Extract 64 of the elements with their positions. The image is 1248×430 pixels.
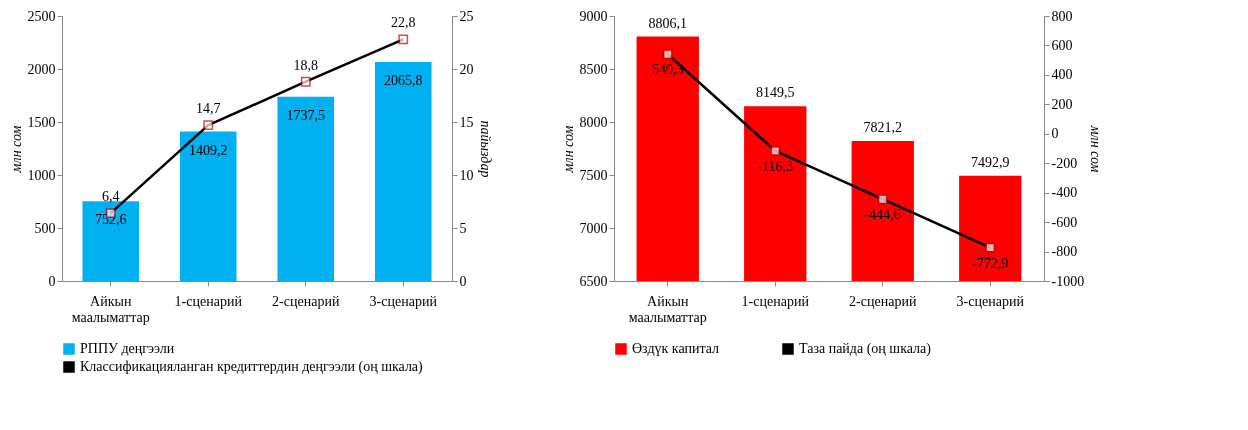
y2-tick-label: 200: [1051, 96, 1073, 112]
data-label: 18,8: [293, 57, 318, 73]
x-tick-label: 1-сценарий: [174, 293, 243, 309]
data-label: 2065,8: [384, 73, 423, 89]
bar: [374, 62, 432, 281]
y-tick-label: 1000: [27, 167, 56, 183]
data-label: 540,3: [652, 62, 684, 78]
data-label: 8149,5: [756, 85, 795, 101]
y2-tick-label: -600: [1051, 214, 1078, 230]
y2-tick-label: 0: [1051, 126, 1059, 142]
x-tick-label: 1-сценарий: [741, 293, 810, 309]
x-tick-label: 2-сценарий: [849, 293, 917, 309]
data-label: 1409,2: [189, 142, 228, 158]
data-label: -444,6: [864, 207, 901, 223]
data-label: 752,6: [95, 212, 127, 228]
y2-tick-label: -200: [1051, 155, 1078, 171]
y-tick-label: 7000: [579, 220, 608, 236]
y2-tick-label: 15: [459, 114, 474, 130]
y2-tick-label: 10: [459, 167, 474, 183]
y2-axis-title: млн сом: [1088, 124, 1104, 173]
x-tick-label: 2-сценарий: [272, 293, 340, 309]
bar: [277, 96, 335, 281]
y2-axis-title: пайыздар: [477, 120, 493, 178]
y2-tick-label: 0: [459, 273, 467, 289]
y2-tick-label: 25: [459, 8, 474, 24]
x-tick-label: Айкын маалыматтар: [71, 293, 150, 325]
legend-label: Өздүк капитал: [632, 341, 720, 356]
y-tick-label: 8000: [579, 114, 608, 130]
data-label: 6,4: [102, 189, 120, 205]
data-label: 14,7: [196, 101, 221, 117]
y2-tick-label: 5: [459, 220, 467, 236]
legend-label: Классификацияланган кредиттердин деңгээли (оң шкала): [80, 359, 424, 375]
legend-label: РППУ деңгээли: [80, 341, 175, 356]
x-tick-label: Айкын маалыматтар: [628, 293, 707, 325]
y-axis-title: млн сом: [560, 125, 576, 174]
y-tick-label: 2500: [27, 8, 56, 24]
y2-tick-label: 600: [1051, 37, 1073, 53]
y2-tick-label: 20: [459, 61, 474, 77]
y-tick-label: 7500: [579, 167, 608, 183]
y2-tick-label: 800: [1051, 8, 1073, 24]
y-tick-label: 500: [34, 220, 56, 236]
legend-label: Таза пайда (оң шкала): [799, 341, 932, 357]
x-tick-label: 3-сценарий: [956, 293, 1025, 309]
y2-tick-label: 400: [1051, 67, 1073, 83]
bar: [179, 131, 237, 281]
data-label: -116,3: [757, 158, 794, 174]
y2-tick-label: -800: [1051, 244, 1078, 260]
y2-tick-label: -1000: [1051, 273, 1085, 289]
data-label: 22,8: [391, 15, 416, 31]
y-tick-label: 2000: [27, 61, 56, 77]
y-tick-label: 8500: [579, 61, 608, 77]
y-tick-label: 0: [48, 273, 56, 289]
y2-tick-label: -400: [1051, 185, 1078, 201]
data-label: 7492,9: [971, 154, 1010, 170]
y-tick-label: 9000: [579, 8, 608, 24]
data-label: 7821,2: [863, 119, 902, 135]
data-label: 8806,1: [648, 15, 687, 31]
data-label: 1737,5: [286, 107, 325, 123]
y-tick-label: 1500: [27, 114, 56, 130]
data-label: -772,9: [972, 255, 1009, 271]
y-tick-label: 6500: [579, 273, 608, 289]
x-tick-label: 3-сценарий: [369, 293, 438, 309]
bar: [82, 201, 140, 281]
y-axis-title: млн сом: [8, 125, 24, 174]
